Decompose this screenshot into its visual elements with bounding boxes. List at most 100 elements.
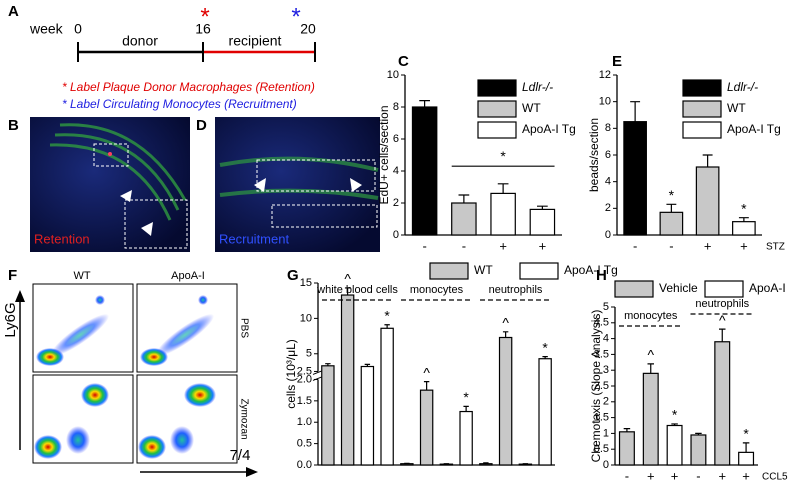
legend-swatch — [477, 121, 517, 139]
timeline-marker: * — [200, 3, 209, 30]
legend-label: WT — [727, 101, 746, 115]
y-tick-label: 3 — [603, 364, 609, 376]
y-tick-label: 1.5 — [297, 395, 312, 407]
y-tick-label: 0 — [603, 459, 609, 471]
error-bar — [671, 423, 678, 426]
error-bar — [483, 462, 489, 464]
y-tick-label: 4.5 — [594, 317, 609, 329]
y-tick-label: 4 — [605, 176, 611, 188]
y-tick-label: 1.5 — [594, 412, 609, 424]
y-tick-label: 6 — [605, 149, 611, 161]
legend-swatch — [519, 262, 559, 280]
y-tick-label: 2.5 — [594, 380, 609, 392]
bar — [360, 365, 375, 466]
y-tick-label: 2 — [603, 396, 609, 408]
error-bar — [344, 287, 351, 296]
y-tick-label: 10 — [300, 312, 312, 324]
bar — [659, 211, 684, 236]
legend-label: ApoA-I Tg — [727, 122, 781, 136]
legend-swatch — [429, 262, 469, 280]
y-tick-label: 8 — [393, 101, 399, 113]
y-tick-label: 2.5 — [297, 365, 312, 377]
x-tick-label: + — [740, 238, 748, 253]
panel-label: G — [287, 267, 299, 284]
y-tick-label: 0 — [393, 229, 399, 241]
y-tick-label: 5 — [603, 301, 609, 313]
x-tick-label: - — [696, 468, 700, 483]
bar — [400, 463, 414, 466]
micrograph: Recruitment — [215, 117, 380, 252]
legend-swatch — [477, 100, 517, 118]
error-bar — [702, 154, 713, 167]
timeline-legend: * Label Plaque Donor Macrophages (Retent… — [62, 80, 315, 94]
bar — [714, 341, 731, 466]
y-tick-label: 4 — [393, 165, 399, 177]
panel-label: A — [8, 3, 19, 20]
x-tick-label: + — [704, 238, 712, 253]
group-label: monocytes — [624, 310, 678, 322]
bar — [380, 327, 394, 466]
error-bar — [666, 203, 677, 213]
group-label: neutrophils — [489, 284, 543, 296]
flow-y-label: Ly6G — [2, 302, 19, 337]
legend-swatch — [704, 280, 744, 298]
bar — [419, 389, 434, 466]
significance-mark: * — [743, 426, 749, 442]
y-tick-label: 10 — [387, 69, 399, 81]
panel-label: D — [196, 117, 207, 134]
error-bar — [718, 328, 726, 342]
timeline-tick-label: 0 — [74, 21, 82, 37]
x-tick-label: - — [422, 238, 426, 253]
y-axis-label: Chemotaxis (Slope Analysis) — [589, 310, 603, 463]
error-bar — [537, 205, 548, 210]
legend-swatch — [682, 100, 722, 118]
y-tick-label: 8 — [605, 122, 611, 134]
bar — [538, 358, 552, 466]
bar — [411, 106, 438, 236]
legend-swatch — [682, 121, 722, 139]
image-caption: Recruitment — [219, 231, 289, 246]
x-tick-label: - — [625, 468, 629, 483]
micrograph: Retention — [30, 117, 190, 252]
x-axis-label: STZ — [766, 242, 785, 253]
bar — [666, 424, 683, 466]
bar — [623, 121, 647, 236]
significance-mark: ^ — [647, 347, 654, 363]
x-tick-label: + — [539, 238, 547, 253]
timeline: week 0 16 20 donor recipient * * * Label… — [29, 3, 316, 111]
y-tick-label: 1.0 — [297, 416, 312, 428]
significance-mark: * — [542, 339, 548, 355]
bar — [479, 463, 493, 466]
error-bar — [630, 101, 641, 122]
legend-label: ApoA-I Tg — [564, 263, 618, 277]
y-tick-label: 0 — [605, 229, 611, 241]
x-tick-label: - — [669, 238, 673, 253]
bar — [642, 372, 659, 466]
x-tick-label: + — [499, 238, 507, 253]
panel-label: H — [596, 267, 607, 284]
significance-mark: * — [384, 307, 390, 323]
panel-label: B — [8, 117, 19, 134]
phase-label: donor — [122, 33, 158, 49]
flow-column-label: WT — [73, 270, 90, 282]
y-tick-label: 2.0 — [297, 373, 312, 385]
error-bar — [458, 194, 470, 203]
bar — [451, 202, 477, 236]
error-bar — [623, 428, 631, 432]
bar — [690, 434, 707, 466]
y-tick-label: 0.0 — [297, 459, 312, 471]
y-tick-label: 6 — [393, 133, 399, 145]
panel-label: E — [612, 53, 622, 70]
significance-mark: * — [672, 407, 678, 423]
y-tick-label: 1 — [603, 427, 609, 439]
error-bar — [742, 442, 750, 453]
y-axis-label: cells (10³/μL) — [284, 339, 298, 409]
group-label: white blood cells — [316, 284, 398, 296]
error-bar — [497, 183, 509, 194]
x-axis-label: CCL5 — [762, 472, 788, 483]
legend-label: WT — [474, 263, 493, 277]
error-bar — [325, 363, 331, 366]
panel-label: C — [398, 53, 409, 70]
bar — [321, 365, 335, 466]
